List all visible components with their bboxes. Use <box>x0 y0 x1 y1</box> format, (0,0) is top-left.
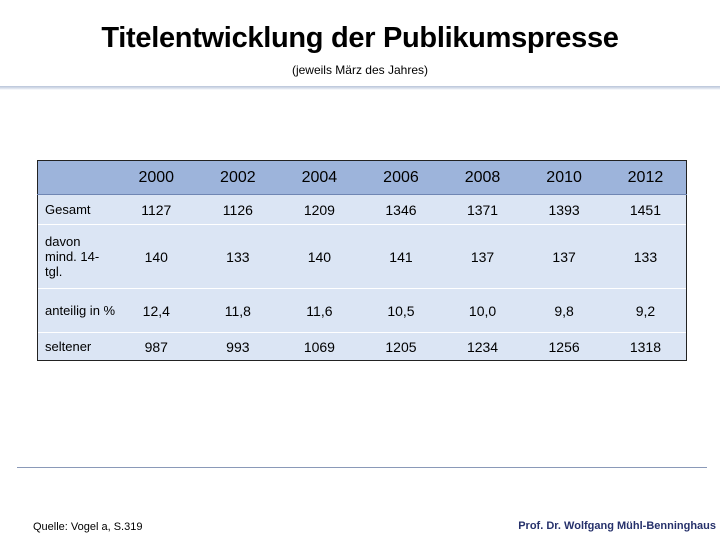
table-cell: 10,0 <box>441 288 524 333</box>
table-cell: 12,4 <box>115 288 198 333</box>
data-table: 2000 2002 2004 2006 2008 2010 2012 Gesam… <box>37 160 687 361</box>
table-header-row: 2000 2002 2004 2006 2008 2010 2012 <box>37 160 687 195</box>
table-cell: 1451 <box>604 194 687 225</box>
header-cell-year: 2000 <box>115 160 198 195</box>
row-label: Gesamt <box>37 194 116 225</box>
header-cell-year: 2010 <box>523 160 605 195</box>
table-cell: 1256 <box>523 332 605 361</box>
table-cell: 10,5 <box>360 288 442 333</box>
table-cell: 1126 <box>197 194 279 225</box>
table-cell: 1346 <box>360 194 442 225</box>
table-cell: 137 <box>441 224 524 289</box>
header-cell-year: 2002 <box>197 160 279 195</box>
header-cell-empty <box>37 160 116 195</box>
title-divider <box>0 86 720 90</box>
table-cell: 1205 <box>360 332 442 361</box>
row-label: davon mind. 14-tgl. <box>37 224 116 289</box>
header-cell-year: 2004 <box>278 160 361 195</box>
row-label: anteilig in % <box>37 288 116 333</box>
page-subtitle: (jeweils März des Jahres) <box>291 63 429 77</box>
table-cell: 9,8 <box>523 288 605 333</box>
table-row-davon: davon mind. 14-tgl. 140 133 140 141 137 … <box>37 224 687 289</box>
page-title: Titelentwicklung der Publikumspresse <box>101 22 619 54</box>
table-cell: 137 <box>523 224 605 289</box>
header-cell-year: 2012 <box>604 160 687 195</box>
table-cell: 993 <box>197 332 279 361</box>
table-cell: 11,6 <box>278 288 361 333</box>
author-credit: Prof. Dr. Wolfgang Mühl-Benninghaus <box>518 520 716 532</box>
header-cell-year: 2006 <box>360 160 442 195</box>
table-cell: 1234 <box>441 332 524 361</box>
table-row-seltener: seltener 987 993 1069 1205 1234 1256 131… <box>37 332 687 361</box>
table-cell: 140 <box>115 224 198 289</box>
table-row-anteilig: anteilig in % 12,4 11,8 11,6 10,5 10,0 9… <box>37 288 687 333</box>
row-label: seltener <box>37 332 116 361</box>
table-cell: 1127 <box>115 194 198 225</box>
table-row-gesamt: Gesamt 1127 1126 1209 1346 1371 1393 145… <box>37 194 687 225</box>
table-cell: 1318 <box>604 332 687 361</box>
table-cell: 987 <box>115 332 198 361</box>
table-cell: 11,8 <box>197 288 279 333</box>
table-cell: 133 <box>604 224 687 289</box>
table-cell: 1371 <box>441 194 524 225</box>
header-cell-year: 2008 <box>441 160 524 195</box>
table-cell: 9,2 <box>604 288 687 333</box>
table-cell: 1393 <box>523 194 605 225</box>
table-cell: 1209 <box>278 194 361 225</box>
source-note: Quelle: Vogel a, S.319 <box>33 521 143 533</box>
table-cell: 1069 <box>278 332 361 361</box>
footer-divider <box>17 467 707 468</box>
table-cell: 141 <box>360 224 442 289</box>
table-cell: 133 <box>197 224 279 289</box>
table-cell: 140 <box>278 224 361 289</box>
